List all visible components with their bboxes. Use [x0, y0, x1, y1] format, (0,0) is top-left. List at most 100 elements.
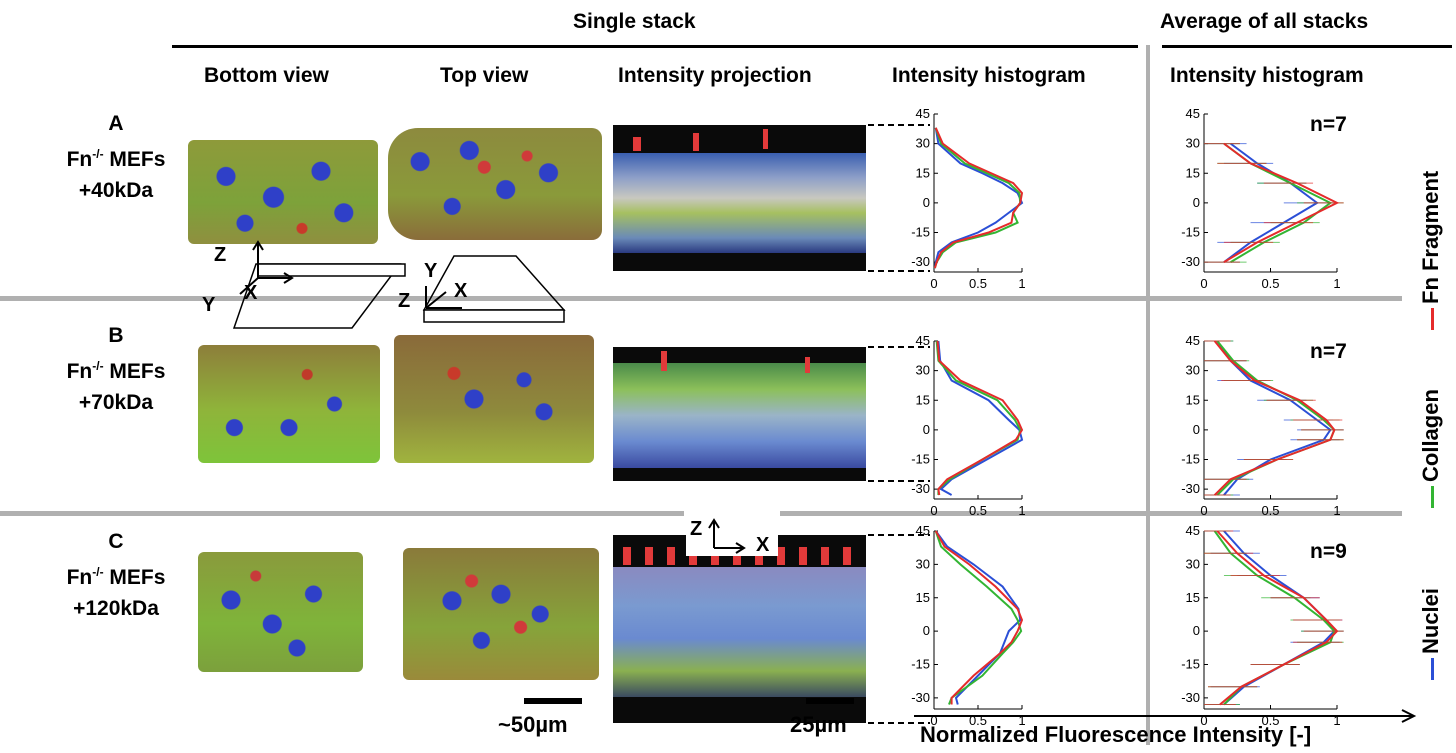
top-view-axes: Y Z X — [396, 252, 576, 328]
intensity-projection-b — [613, 347, 866, 481]
top-view-render-b — [394, 335, 594, 463]
legend-fragment-swatch — [1430, 308, 1434, 330]
x-tick-label: 0 — [930, 713, 937, 728]
x-tick-label: 1 — [1333, 503, 1340, 518]
bottom-view-render-a — [188, 140, 378, 244]
x-axis-title: Normalized Fluorescence Intensity [-] — [920, 722, 1312, 747]
scale-bar-view — [524, 698, 582, 704]
fragment-label: +70kDa — [78, 391, 154, 414]
y-tick-label: 15 — [1186, 590, 1200, 605]
n-label-b: n=7 — [1310, 340, 1347, 363]
y-tick-label: -30 — [1181, 254, 1200, 269]
y-tick-label: -15 — [911, 657, 930, 672]
n-label-a: n=7 — [1310, 113, 1347, 136]
y-tick-label: 30 — [1186, 363, 1200, 378]
x-tick-label: 0 — [1200, 503, 1207, 518]
cell-type-label: Fn-/- MEFs — [66, 565, 166, 589]
legend-nuclei-swatch — [1430, 658, 1434, 680]
axis-y-label: Y — [424, 260, 438, 282]
y-tick-label: 30 — [1186, 556, 1200, 571]
histogram-a: -30 -15 0 15 30 45 0 0.5 1 — [911, 106, 1025, 291]
series-line-fn-fragment — [934, 530, 1024, 705]
x-tick-label: 0.5 — [969, 503, 987, 518]
legend: Fn Fragment Collagen Nuclei — [1414, 0, 1454, 753]
y-tick-label: -30 — [1181, 690, 1200, 705]
single-stack-bracket-line — [172, 45, 1138, 48]
series-line-fn-fragment — [1216, 530, 1339, 706]
y-tick-label: -30 — [911, 254, 930, 269]
y-tick-label: 0 — [923, 195, 930, 210]
y-tick-label: 0 — [1193, 623, 1200, 638]
y-tick-label: 45 — [1186, 333, 1200, 348]
scale-bar-projection — [806, 698, 854, 704]
n-label-c: n=9 — [1310, 540, 1347, 563]
y-tick-label: 15 — [1186, 392, 1200, 407]
y-tick-label: 30 — [1186, 136, 1200, 151]
x-tick-label: 0.5 — [969, 276, 987, 291]
axis-y-label: Y — [202, 294, 216, 316]
row-divider-2 — [0, 511, 684, 516]
scale-bar-projection-label: 25µm — [790, 712, 847, 737]
avg-intensity-histogram-header: Intensity histogram — [1170, 64, 1364, 87]
axis-z-label: Z — [214, 244, 227, 266]
legend-collagen-swatch — [1430, 486, 1434, 508]
y-tick-label: 45 — [916, 106, 930, 121]
top-view-header: Top view — [440, 64, 529, 87]
y-tick-label: -15 — [911, 225, 930, 240]
y-tick-label: 15 — [1186, 165, 1200, 180]
row-label-a: A Fn-/- MEFs +40kDa — [36, 108, 196, 206]
row-label-c: C Fn-/- MEFs +120kDa — [36, 526, 196, 624]
histogram-b: -30 -15 0 15 30 45 0 0.5 1 — [911, 333, 1025, 518]
y-tick-label: -30 — [1181, 481, 1200, 496]
x-tick-label: 1 — [1018, 503, 1025, 518]
axis-z-label: Z — [690, 518, 703, 540]
series-line-fn-fragment — [1223, 142, 1340, 263]
y-tick-label: -15 — [911, 452, 930, 467]
x-tick-label: 1 — [1018, 276, 1025, 291]
average-bracket-line — [1162, 45, 1452, 48]
y-tick-label: 15 — [916, 165, 930, 180]
avg-histogram-a: -30 -15 0 15 30 45 0 0.5 1 — [1181, 106, 1344, 291]
y-tick-label: -15 — [1181, 225, 1200, 240]
panel-letter: C — [108, 530, 124, 553]
intensity-projection-a — [613, 125, 866, 271]
x-tick-label: 0 — [1200, 713, 1207, 728]
x-tick-label: 0 — [930, 276, 937, 291]
series-line-collagen — [935, 340, 1022, 496]
x-tick-label: 0 — [930, 503, 937, 518]
y-tick-label: 0 — [1193, 422, 1200, 437]
legend-collagen: Collagen — [1418, 389, 1444, 508]
y-tick-label: 30 — [916, 363, 930, 378]
avg-histogram-b: -30 -15 0 15 30 45 0 0.5 1 — [1181, 333, 1344, 518]
series-line-fn-fragment — [1213, 340, 1336, 496]
single-stack-header: Single stack — [573, 10, 696, 33]
axis-x-label: X — [454, 280, 468, 302]
intensity-projection-header: Intensity projection — [618, 64, 812, 87]
y-tick-label: 30 — [916, 136, 930, 151]
series-line-nuclei — [933, 127, 1024, 269]
y-tick-label: 45 — [916, 333, 930, 348]
y-tick-label: 45 — [1186, 106, 1200, 121]
row-divider-2b — [780, 511, 1402, 516]
y-tick-label: 45 — [916, 523, 930, 538]
series-line-collagen — [934, 530, 1023, 705]
series-line-nuclei — [937, 340, 1024, 496]
bottom-view-render-c — [198, 552, 363, 672]
vertical-divider — [1146, 45, 1150, 745]
fragment-label: +40kDa — [78, 179, 154, 202]
cell-type-label: Fn-/- MEFs — [66, 359, 166, 383]
average-all-stacks-header: Average of all stacks — [1160, 10, 1369, 33]
y-tick-label: 15 — [916, 392, 930, 407]
x-tick-label: 1 — [1333, 713, 1340, 728]
panel-letter: A — [108, 112, 124, 135]
scale-bar-view-label: ~50µm — [498, 712, 568, 737]
y-tick-label: -15 — [1181, 657, 1200, 672]
y-tick-label: 0 — [1193, 195, 1200, 210]
bottom-view-axes: Z X Y — [200, 238, 406, 330]
top-view-render-c — [403, 548, 599, 680]
x-tick-label: 0.5 — [1261, 503, 1279, 518]
y-tick-label: 15 — [916, 590, 930, 605]
x-tick-label: 0 — [1200, 276, 1207, 291]
